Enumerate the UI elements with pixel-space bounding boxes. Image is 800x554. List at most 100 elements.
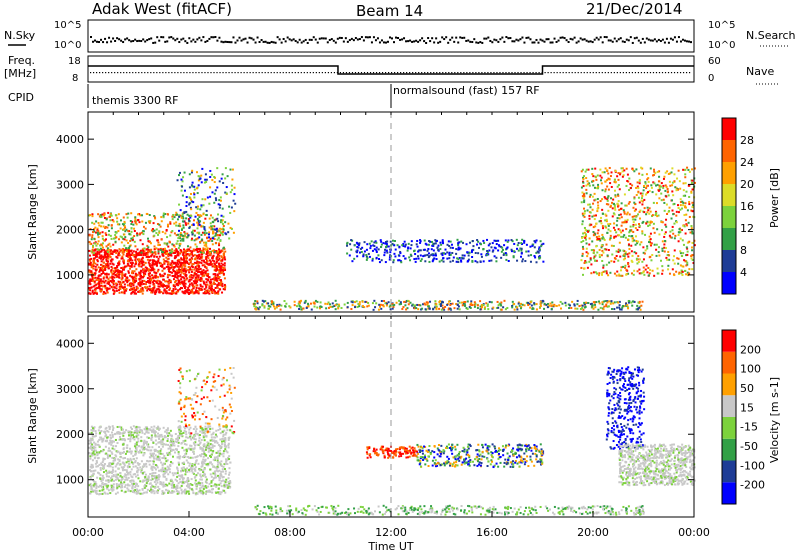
echo-cell — [138, 291, 141, 294]
echo-cell — [118, 250, 121, 253]
echo-cell — [181, 276, 184, 279]
echo-cell — [653, 243, 656, 246]
nave-point — [129, 72, 131, 74]
echo-cell — [174, 255, 177, 258]
nave-point — [505, 72, 507, 74]
echo-cell — [663, 201, 666, 204]
echo-cell — [671, 209, 674, 212]
echo-cell — [404, 304, 407, 307]
echo-cell — [163, 262, 166, 265]
echo-cell — [521, 260, 524, 263]
echo-cell — [212, 230, 215, 233]
echo-cell — [121, 275, 124, 278]
echo-cell — [637, 301, 640, 304]
echo-cell — [682, 224, 685, 227]
echo-cell — [691, 232, 694, 235]
echo-cell — [665, 225, 668, 228]
echo-cell — [537, 251, 540, 254]
echo-cell — [513, 302, 516, 305]
echo-cell — [427, 248, 430, 251]
echo-cell — [219, 269, 222, 272]
echo-cell — [654, 210, 657, 213]
echo-cell — [88, 432, 91, 435]
echo-cell — [152, 260, 155, 263]
echo-cell — [538, 255, 541, 258]
echo-cell — [581, 191, 584, 194]
echo-cell — [94, 252, 97, 255]
echo-cell — [620, 202, 623, 205]
nsky-point — [242, 38, 245, 41]
echo-cell — [213, 264, 216, 267]
echo-cell — [217, 474, 220, 477]
echo-cell — [138, 232, 141, 235]
echo-cell — [403, 240, 406, 243]
nave-point — [210, 72, 212, 74]
echo-cell — [123, 244, 126, 247]
echo-cell — [649, 210, 652, 213]
echo-cell — [505, 247, 508, 250]
echo-cell — [597, 183, 600, 186]
echo-cell — [641, 300, 644, 303]
echo-cell — [179, 209, 182, 212]
echo-cell — [189, 206, 192, 209]
echo-cell — [427, 307, 430, 310]
echo-cell — [633, 251, 636, 254]
echo-cell — [88, 254, 91, 257]
echo-cell — [225, 192, 228, 195]
echo-cell — [657, 214, 660, 217]
echo-cell — [632, 221, 635, 224]
echo-cell — [135, 254, 138, 257]
nsky-point — [395, 36, 398, 39]
echo-cell — [355, 300, 358, 303]
nsky-point — [569, 37, 572, 40]
echo-cell — [638, 210, 641, 213]
echo-cell — [129, 261, 132, 264]
echo-cell — [677, 211, 680, 214]
echo-cell — [188, 202, 191, 205]
echo-cell — [102, 270, 105, 273]
echo-cell — [365, 300, 368, 303]
nave-point — [655, 72, 658, 74]
echo-cell — [197, 262, 200, 265]
echo-cell — [588, 260, 591, 263]
echo-cell — [644, 181, 647, 184]
nsky-point — [330, 38, 333, 41]
echo-cell — [149, 452, 152, 455]
echo-cell — [643, 198, 646, 201]
echo-cell — [217, 290, 220, 293]
echo-cell — [195, 171, 198, 174]
echo-cell — [602, 251, 605, 254]
nsky-point — [126, 37, 129, 40]
echo-cell — [660, 259, 663, 262]
echo-cell — [340, 306, 343, 309]
echo-cell — [209, 186, 212, 189]
echo-cell — [182, 253, 185, 256]
echo-cell — [583, 215, 586, 218]
echo-cell — [406, 299, 409, 302]
echo-cell — [456, 303, 459, 306]
echo-cell — [132, 282, 135, 285]
echo-cell — [398, 259, 401, 262]
echo-cell — [426, 249, 429, 252]
echo-cell — [679, 187, 682, 190]
echo-cell — [346, 252, 349, 255]
echo-cell — [128, 282, 131, 285]
echo-cell — [194, 444, 197, 447]
nave-point — [484, 72, 486, 74]
echo-cell — [174, 281, 177, 284]
echo-cell — [523, 241, 526, 244]
nsky-point — [603, 36, 606, 39]
echo-cell — [644, 249, 647, 252]
nsky-point — [437, 41, 440, 44]
echo-cell — [178, 259, 181, 262]
echo-cell — [138, 258, 141, 261]
echo-cell — [147, 255, 150, 258]
echo-cell — [231, 188, 234, 191]
echo-cell — [626, 180, 629, 183]
echo-cell — [685, 223, 688, 226]
echo-cell — [224, 268, 227, 271]
echo-cell — [130, 435, 133, 438]
echo-cell — [594, 198, 597, 201]
nsky-point — [507, 37, 510, 40]
freq-label-line2: [MHz] — [4, 67, 36, 80]
